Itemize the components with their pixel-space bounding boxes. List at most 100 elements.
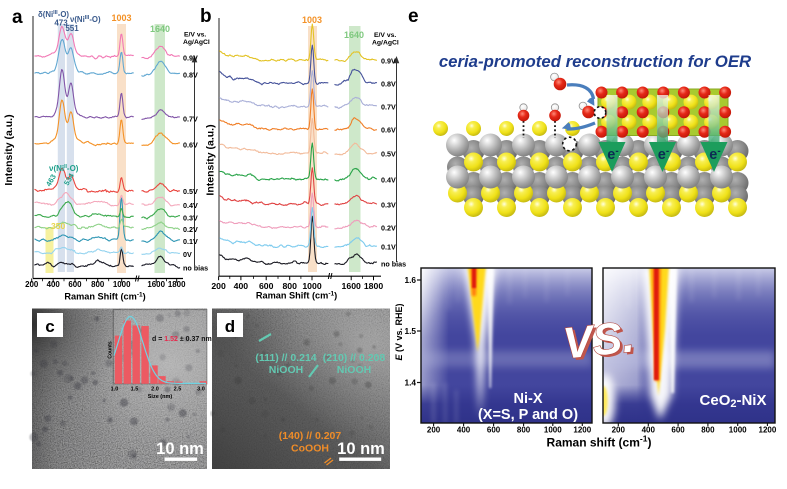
svg-text:1003: 1003 (302, 15, 322, 25)
svg-text:CeO2-NiX: CeO2-NiX (700, 392, 767, 410)
svg-text:1640: 1640 (150, 24, 170, 34)
svg-text:0.3V: 0.3V (381, 201, 396, 210)
svg-text:400: 400 (47, 280, 61, 289)
svg-text:no bias: no bias (381, 260, 406, 269)
svg-text:0.2V: 0.2V (183, 225, 198, 234)
svg-text:600: 600 (68, 280, 82, 289)
svg-text://: // (135, 274, 140, 284)
svg-text:0.1V: 0.1V (381, 243, 396, 252)
svg-text:0.9V: 0.9V (381, 57, 396, 66)
svg-text:0.4V: 0.4V (183, 201, 198, 210)
svg-text:Raman Shift (cm-1): Raman Shift (cm-1) (64, 291, 145, 302)
svg-text:E/V vs.: E/V vs. (374, 32, 396, 39)
svg-text:1.4: 1.4 (404, 378, 416, 388)
svg-text:1600: 1600 (342, 281, 361, 291)
svg-text:VS.: VS. (564, 315, 640, 371)
svg-text:1640: 1640 (344, 30, 364, 40)
svg-text:1200: 1200 (759, 426, 777, 435)
svg-text:600: 600 (259, 281, 274, 291)
svg-text:E/V vs.: E/V vs. (184, 32, 206, 39)
svg-text:0.7V: 0.7V (183, 115, 198, 124)
svg-text:VS.: VS. (561, 312, 637, 368)
svg-text:1000: 1000 (302, 281, 321, 291)
svg-text:200: 200 (427, 426, 441, 435)
svg-text:ν(NiII-O): ν(NiII-O) (49, 164, 79, 173)
svg-text:no bias: no bias (183, 264, 208, 273)
svg-text:Size (nm): Size (nm) (148, 394, 173, 400)
svg-text:0.6V: 0.6V (381, 126, 396, 135)
svg-text:Intensity (a.u.): Intensity (a.u.) (3, 114, 15, 185)
svg-text:0V: 0V (183, 250, 192, 259)
svg-text:d: d (225, 317, 235, 336)
svg-text:E (V vs. RHE): E (V vs. RHE) (395, 303, 404, 360)
svg-text:δ(NiIII-O): δ(NiIII-O) (38, 10, 69, 19)
svg-text:0.6V: 0.6V (183, 141, 198, 150)
svg-text:1800: 1800 (364, 281, 383, 291)
svg-text:e: e (408, 6, 419, 27)
svg-text:551: 551 (65, 24, 79, 33)
svg-text:Raman shift (cm-1): Raman shift (cm-1) (547, 434, 652, 450)
svg-text:1800: 1800 (168, 280, 186, 289)
svg-text:1003: 1003 (111, 13, 131, 23)
svg-text:Counts: Counts (108, 341, 114, 358)
svg-text:Intensity (a.u.): Intensity (a.u.) (205, 124, 217, 195)
svg-text:0.4V: 0.4V (381, 176, 396, 185)
svg-text:0.9V: 0.9V (183, 54, 198, 63)
svg-text:0.5V: 0.5V (381, 150, 396, 159)
svg-text:d = 1.52 ± 0.37 nm: d = 1.52 ± 0.37 nm (152, 336, 212, 343)
svg-text://: // (328, 271, 333, 281)
svg-text:1.5: 1.5 (131, 387, 139, 393)
svg-text:0.2V: 0.2V (381, 224, 396, 233)
svg-text:Ag/AgCl: Ag/AgCl (183, 39, 210, 46)
svg-text:CoOOH: CoOOH (291, 443, 329, 455)
svg-text:800: 800 (91, 280, 105, 289)
svg-text:400: 400 (457, 426, 471, 435)
svg-text:2.0: 2.0 (151, 387, 159, 393)
svg-text:1.0: 1.0 (111, 387, 119, 393)
svg-text:Raman Shift (cm-1): Raman Shift (cm-1) (256, 290, 337, 301)
svg-text:(111) // 0.214: (111) // 0.214 (255, 352, 316, 364)
svg-text:200: 200 (612, 426, 626, 435)
svg-text:e-: e- (658, 146, 669, 164)
svg-text:1000: 1000 (113, 280, 131, 289)
svg-text:0.1V: 0.1V (183, 237, 198, 246)
svg-text:Ag/AgCl: Ag/AgCl (372, 40, 399, 47)
svg-text:473: 473 (54, 19, 68, 28)
svg-text:ceria-promoted reconstruction: ceria-promoted reconstruction for OER (439, 52, 751, 71)
svg-text:(140) // 0.207: (140) // 0.207 (279, 430, 342, 442)
svg-text:1000: 1000 (729, 426, 747, 435)
svg-text:(X=S, P and O): (X=S, P and O) (478, 407, 578, 423)
svg-text:e-: e- (607, 146, 618, 164)
svg-text:a: a (12, 7, 23, 28)
svg-text:c: c (45, 317, 54, 336)
svg-text:b: b (200, 6, 212, 27)
svg-text:2.5: 2.5 (174, 387, 182, 393)
svg-text:0.5V: 0.5V (183, 187, 198, 196)
svg-text:800: 800 (282, 281, 297, 291)
svg-text:1.6: 1.6 (404, 275, 416, 285)
svg-text:0.3V: 0.3V (183, 214, 198, 223)
svg-text:1200: 1200 (573, 426, 591, 435)
svg-text:200: 200 (25, 280, 39, 289)
svg-text:NiOOH: NiOOH (269, 364, 303, 376)
svg-text:0.7V: 0.7V (381, 103, 396, 112)
svg-text:(210) // 0.208: (210) // 0.208 (323, 352, 386, 364)
svg-text:200: 200 (211, 281, 226, 291)
svg-text:e-: e- (709, 146, 720, 164)
svg-text:Ni-X: Ni-X (514, 391, 543, 407)
svg-text:350: 350 (51, 221, 65, 231)
svg-text:10 nm: 10 nm (337, 440, 385, 458)
svg-text:400: 400 (234, 281, 249, 291)
svg-text:1600: 1600 (147, 280, 165, 289)
svg-text:3.0: 3.0 (197, 387, 205, 393)
svg-text:10 nm: 10 nm (156, 440, 204, 458)
svg-text:ν(NiIII-O): ν(NiIII-O) (70, 15, 101, 24)
svg-text:NiOOH: NiOOH (337, 364, 371, 376)
svg-text:400: 400 (642, 426, 656, 435)
svg-text:600: 600 (487, 426, 501, 435)
svg-text:1000: 1000 (544, 426, 562, 435)
svg-text:0.8V: 0.8V (183, 71, 198, 80)
svg-text:0.8V: 0.8V (381, 80, 396, 89)
svg-text:800: 800 (701, 426, 715, 435)
svg-text:1.5: 1.5 (404, 326, 416, 336)
